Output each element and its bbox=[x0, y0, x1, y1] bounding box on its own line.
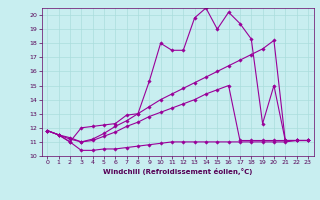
X-axis label: Windchill (Refroidissement éolien,°C): Windchill (Refroidissement éolien,°C) bbox=[103, 168, 252, 175]
